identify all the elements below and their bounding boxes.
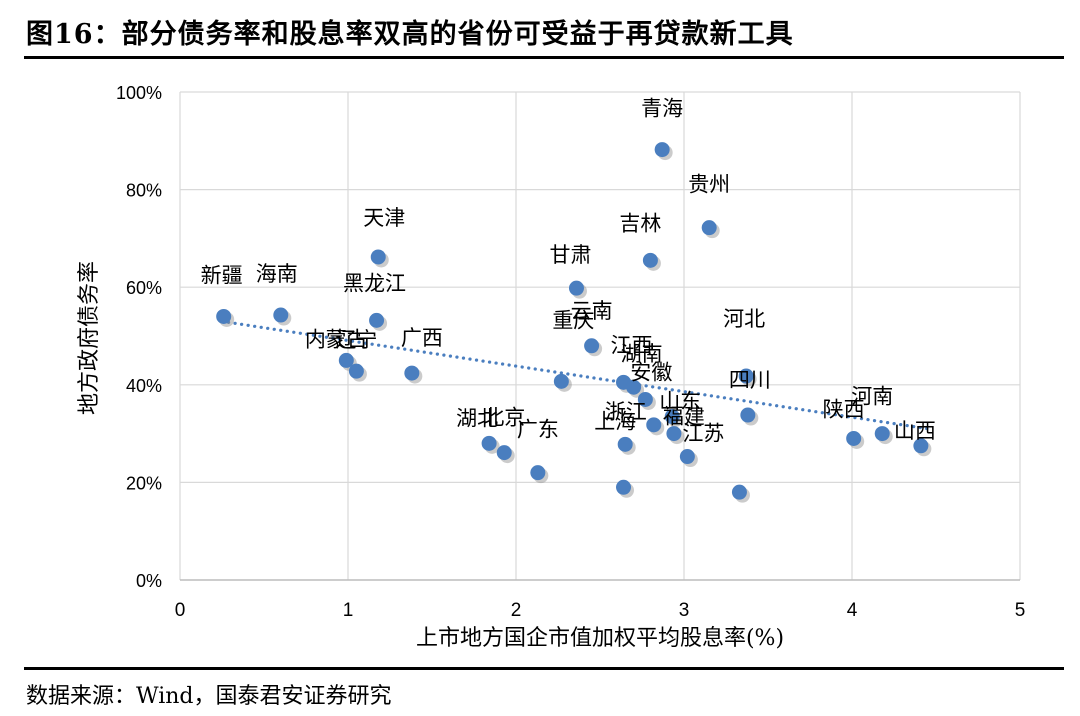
point-label: 辽宁 [335,328,377,352]
y-axis-title: 地方政府债务率 [77,261,102,415]
data-point [701,220,717,236]
point-label: 山东 [659,390,701,414]
point-label: 河南 [851,385,893,409]
point-label: 浙江 [605,400,647,424]
data-point [874,426,890,442]
grid-lines [179,91,1021,581]
point-label: 安徽 [630,360,672,384]
point-label: 新疆 [201,263,243,287]
data-point [530,465,546,481]
data-point [740,407,756,423]
point-label: 贵州 [688,173,730,197]
x-tick-label: 0 [175,600,186,621]
trend-layer [220,319,930,431]
y-tick-label: 60% [126,278,162,298]
point-label: 湖北 [456,406,498,430]
point-label: 四川 [729,368,771,392]
data-point [338,352,354,368]
y-tick-label: 80% [126,181,162,201]
data-point [637,391,653,407]
data-point [370,249,386,265]
point-label: 湖南 [621,342,663,366]
data-point [664,409,680,425]
trendline [220,319,930,431]
point-label: 上海 [594,409,636,433]
x-tick-label: 2 [511,600,522,621]
data-point [404,365,420,381]
y-tick-label: 40% [126,376,162,396]
data-point [216,308,232,324]
x-tick-label: 1 [343,600,354,621]
point-label: 云南 [571,299,613,323]
data-point [553,373,569,389]
point-label: 广东 [517,418,559,442]
point-label: 江西 [611,333,653,357]
title-rule [24,56,1064,59]
y-tick-label: 20% [126,473,162,493]
x-tick-label: 5 [1015,600,1026,621]
data-point [348,363,364,379]
x-tick-label: 4 [847,600,858,621]
point-label: 北京 [483,406,525,430]
data-point [273,307,289,323]
point-label: 重庆 [552,308,594,332]
data-point [731,484,747,500]
data-point [626,379,642,395]
point-label: 天津 [363,206,405,230]
data-points [216,142,932,503]
source-note: 数据来源：Wind，国泰君安证券研究 [26,684,392,709]
y-tick-label: 100% [116,83,162,103]
data-point [369,312,385,328]
point-label: 黑龙江 [343,271,406,295]
point-label: 海南 [256,262,298,286]
data-point [617,436,633,452]
data-point [738,368,754,384]
point-label: 河北 [723,307,765,331]
data-point [642,252,658,268]
point-label: 江苏 [682,422,724,446]
x-axis-title: 上市地方国企市值加权平均股息率(%) [416,626,784,651]
y-tick-label: 0% [136,571,162,591]
data-point [646,417,662,433]
point-label: 山西 [894,419,936,443]
point-label: 青海 [641,97,683,121]
data-point [616,479,632,495]
figure-title: 图16：部分债务率和股息率双高的省份可受益于再贷款新工具 [26,19,794,50]
data-point [568,280,584,296]
data-point [846,430,862,446]
point-label: 福建 [663,405,705,429]
axes: 0% 20% 40% 60% 80% 100% 0 1 2 3 4 5 [116,83,1025,621]
x-tick-label: 3 [679,600,690,621]
data-point [666,426,682,442]
point-label: 甘肃 [549,243,591,267]
data-point [913,438,929,454]
point-label: 内蒙古 [305,327,368,351]
point-label: 吉林 [619,211,661,235]
point-label: 广西 [401,326,443,350]
data-point [496,445,512,461]
point-label: 陕西 [823,397,865,421]
data-point [654,142,670,158]
data-point [481,435,497,451]
data-point [584,338,600,354]
data-point [679,449,695,465]
source-rule [24,667,1064,670]
